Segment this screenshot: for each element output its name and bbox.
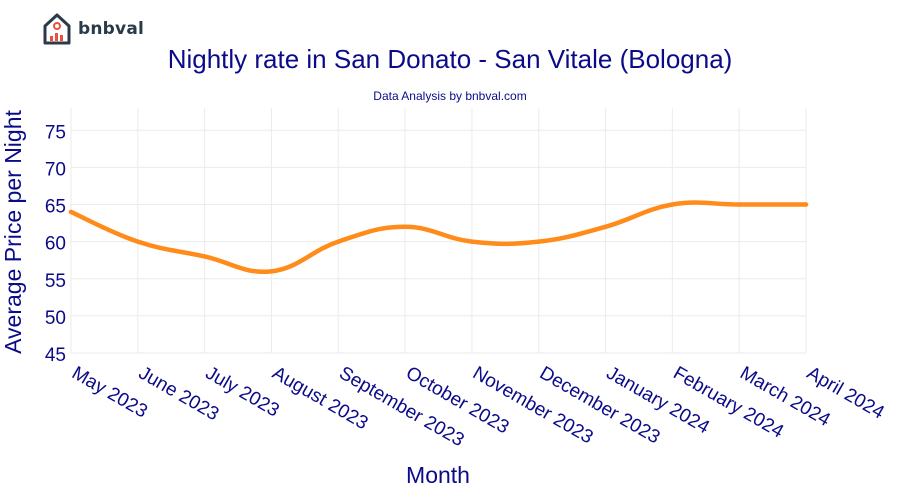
data-point (469, 239, 475, 244)
data-point (402, 224, 408, 229)
x-axis-label: Month (406, 462, 470, 488)
y-tick-label: 70 (45, 159, 66, 180)
x-tick-label: February 2024 (669, 363, 787, 443)
y-tick-label: 50 (45, 308, 66, 329)
data-point (135, 239, 141, 244)
y-tick-labels: 45 50 55 60 65 70 75 (45, 122, 66, 366)
data-point (536, 239, 541, 244)
series-line (68, 200, 809, 275)
x-tick-label: May 2023 (68, 363, 151, 423)
y-tick-label: 60 (45, 234, 66, 255)
y-tick-label: 75 (45, 122, 66, 143)
y-tick-label: 65 (45, 197, 66, 218)
series-layer (68, 200, 809, 275)
chart-title: Nightly rate in San Donato - San Vitale … (167, 44, 733, 74)
brand-name: bnbval (78, 19, 145, 39)
data-point (68, 209, 74, 215)
data-point (803, 202, 809, 207)
grid-lines (70, 108, 807, 354)
y-axis-label: Average Price per Night (0, 110, 26, 354)
data-point (736, 202, 742, 207)
data-point (269, 269, 274, 274)
data-point (670, 202, 675, 207)
brand-logo: bnbval (42, 12, 144, 46)
data-point (336, 239, 341, 244)
data-point (202, 254, 207, 259)
house-chart-icon (43, 13, 71, 45)
y-tick-label: 55 (45, 271, 66, 292)
chart-subtitle: Data Analysis by bnbval.com (373, 89, 527, 103)
data-point (603, 224, 608, 229)
y-tick-label: 45 (45, 345, 66, 366)
